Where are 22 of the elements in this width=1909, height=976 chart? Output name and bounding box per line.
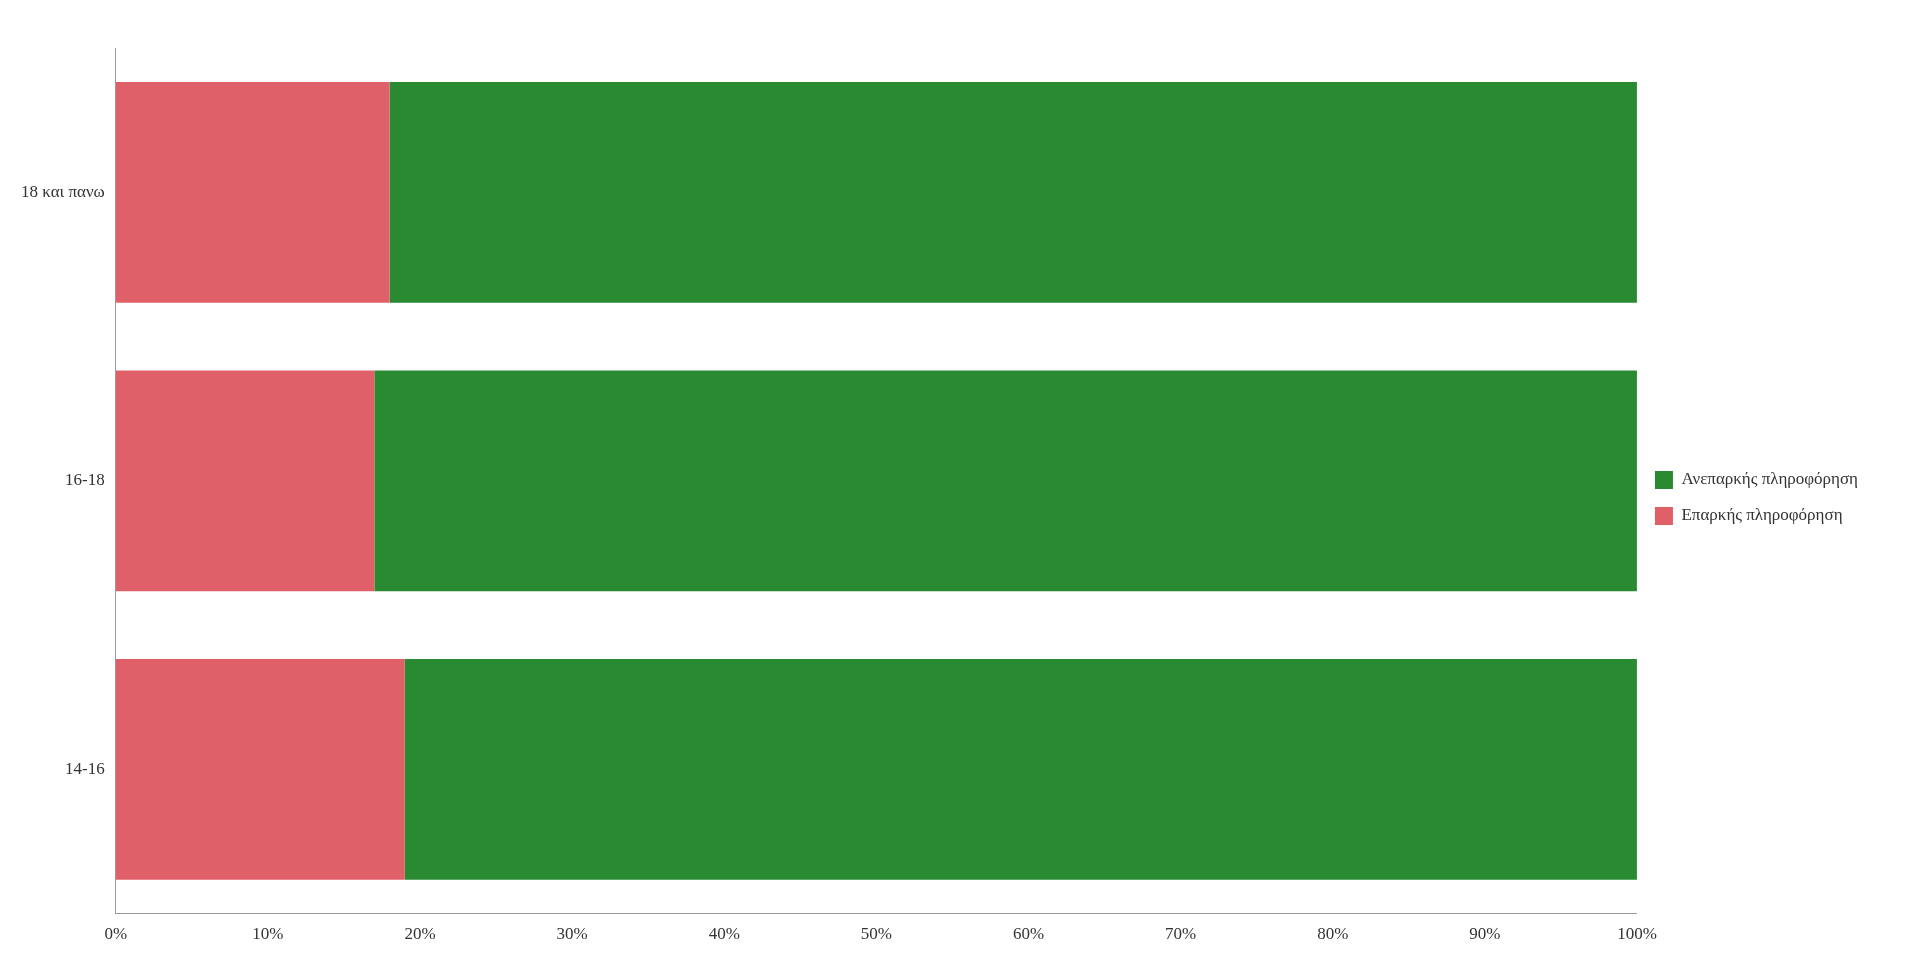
- x-tick-label: 60%: [1012, 924, 1045, 944]
- x-tick-label: 10%: [252, 924, 284, 944]
- x-tick-label: 50%: [860, 924, 892, 944]
- bar: [389, 81, 1637, 303]
- bar: [115, 81, 390, 303]
- x-tick-label: 0%: [104, 924, 128, 944]
- bar: [115, 370, 375, 592]
- bar: [374, 370, 1637, 592]
- x-tick-label: 30%: [556, 924, 588, 944]
- y-tick-label: 16-18: [65, 470, 105, 490]
- bar: [115, 658, 405, 880]
- x-tick-label: 40%: [708, 924, 740, 944]
- x-tick-label: 20%: [404, 924, 436, 944]
- y-tick-label: 18 και πανω: [21, 181, 105, 201]
- legend-label: Ανεπαρκής πληροφόρηση: [1681, 469, 1859, 489]
- x-tick-label: 90%: [1469, 924, 1501, 944]
- y-tick-label: 14-16: [65, 758, 105, 778]
- bar: [404, 658, 1637, 880]
- x-tick-label: 80%: [1317, 924, 1349, 944]
- x-tick-label: 100%: [1617, 924, 1657, 944]
- x-tick-label: 70%: [1165, 924, 1197, 944]
- legend-label: Επαρκής πληροφόρηση: [1681, 505, 1843, 525]
